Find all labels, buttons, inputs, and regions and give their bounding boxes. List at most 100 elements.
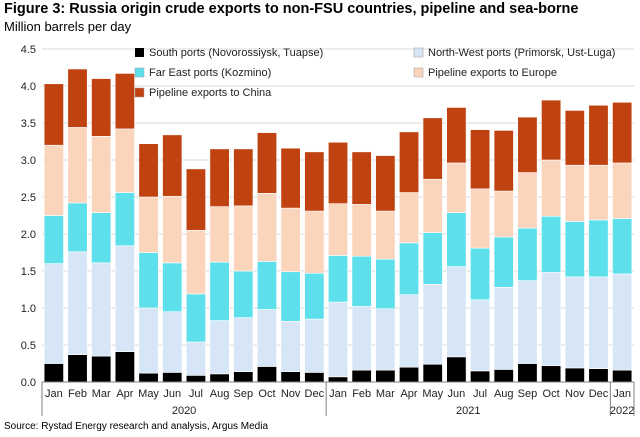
bar-segment	[209, 373, 230, 383]
legend-swatch	[134, 87, 145, 98]
bar-segment	[564, 276, 585, 369]
bar-segment	[517, 116, 538, 173]
bar-segment	[114, 128, 135, 193]
bar-segment	[43, 83, 64, 146]
bar-segment	[209, 206, 230, 263]
bar-segment	[588, 104, 609, 166]
bar-segment	[91, 136, 112, 213]
bar-segment	[304, 372, 325, 383]
bar-segment	[517, 227, 538, 281]
bar-segment	[43, 144, 64, 216]
bar-segment	[327, 203, 349, 256]
bar-segment	[138, 252, 159, 309]
bar-segment	[185, 375, 206, 383]
year-label: 2020	[172, 405, 196, 417]
y-tick-label: 3.0	[21, 155, 36, 167]
y-tick-label: 4.0	[21, 81, 36, 93]
y-tick-label: 2.0	[21, 229, 36, 241]
bar-segment	[493, 369, 514, 383]
bar-segment	[67, 127, 88, 204]
legend-label: North-West ports (Primorsk, Ust-Luga)	[428, 47, 615, 59]
bar-segment	[280, 321, 301, 372]
bar-segment	[422, 232, 443, 285]
bar-segment	[564, 164, 585, 222]
x-tick-label: Oct	[258, 388, 275, 400]
bar-segment	[422, 178, 443, 233]
bar-segment	[138, 196, 159, 253]
bar-segment	[470, 370, 491, 383]
bar-segment	[233, 270, 254, 318]
bar-segment	[470, 247, 491, 301]
bar-segment	[351, 369, 372, 383]
bar-segment	[233, 371, 254, 383]
bar-segment	[43, 363, 64, 383]
x-tick-label: Feb	[352, 388, 371, 400]
bar-segment	[304, 318, 325, 373]
bar-segment	[612, 273, 633, 371]
bar-segment	[422, 284, 443, 365]
bar-segment	[375, 210, 396, 260]
y-tick-label: 0.5	[21, 340, 36, 352]
bar-segment	[399, 131, 420, 193]
bar-segment	[91, 78, 112, 137]
bar-segment	[564, 221, 585, 278]
bar-segment	[399, 242, 420, 295]
bar-segment	[162, 195, 183, 264]
bar-segment	[375, 258, 396, 310]
x-tick-label: Sep	[233, 388, 253, 400]
x-tick-label: Jan	[329, 388, 347, 400]
bar-segment	[375, 155, 396, 212]
bar-segment	[470, 188, 491, 249]
y-tick-label: 1.0	[21, 303, 36, 315]
year-label: 2022	[610, 405, 634, 417]
bar-segment	[588, 368, 609, 383]
bar-segment	[91, 355, 112, 383]
bar-segment	[612, 101, 633, 164]
bar-segment	[588, 219, 609, 278]
x-tick-label: Nov	[281, 388, 301, 400]
bar-segment	[233, 148, 254, 207]
chart-subtitle: Million barrels per day	[4, 19, 132, 34]
x-tick-label: Mar	[92, 388, 111, 400]
bar-segment	[375, 369, 396, 383]
bar-segment	[517, 172, 538, 229]
x-tick-label: Aug	[494, 388, 514, 400]
bar-segment	[138, 143, 159, 198]
bar-segment	[446, 107, 467, 164]
bar-segment	[67, 68, 88, 128]
legend-swatch	[413, 47, 424, 58]
legend-swatch	[413, 67, 424, 78]
bar-segment	[162, 134, 183, 197]
bar-segment	[256, 132, 277, 194]
bar-segment	[256, 261, 277, 310]
bar-segment	[280, 271, 301, 322]
x-tick-label: Jun	[163, 388, 181, 400]
bar-segment	[304, 210, 325, 274]
x-tick-label: Oct	[543, 388, 560, 400]
x-tick-label: Nov	[565, 388, 585, 400]
x-tick-label: Jul	[189, 388, 203, 400]
bar-segment	[399, 294, 420, 368]
bar-segment	[564, 367, 585, 383]
bar-segment	[446, 356, 467, 383]
bar-segment	[612, 218, 633, 275]
bar-segment	[493, 286, 514, 370]
bar-segment	[327, 141, 349, 204]
x-tick-label: Feb	[68, 388, 87, 400]
y-tick-label: 2.5	[21, 192, 36, 204]
y-tick-label: 1.5	[21, 266, 36, 278]
bar-segment	[209, 320, 230, 375]
bar-segment	[541, 99, 562, 161]
bar-segment	[280, 371, 301, 383]
bar-segment	[517, 363, 538, 383]
legend-label: Pipeline exports to Europe	[428, 67, 557, 79]
bar-segment	[162, 372, 183, 383]
bar-segment	[185, 168, 206, 231]
bar-segment	[446, 162, 467, 213]
legend-label: Far East ports (Kozmino)	[149, 67, 271, 79]
bar-segment	[541, 215, 562, 273]
bar-segment	[327, 255, 349, 303]
bar-segment	[422, 363, 443, 383]
bar-segment	[162, 311, 183, 373]
